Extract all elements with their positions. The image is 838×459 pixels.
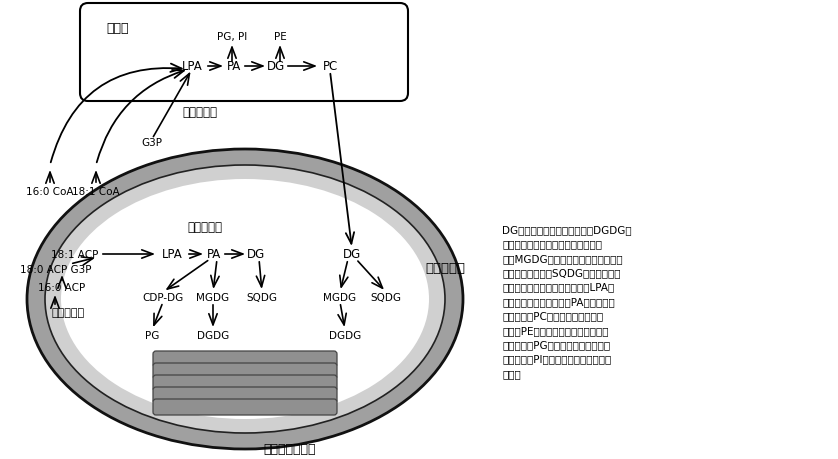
FancyBboxPatch shape xyxy=(153,375,337,391)
Ellipse shape xyxy=(45,166,445,433)
Text: 脂肪酸合成: 脂肪酸合成 xyxy=(51,308,85,317)
Ellipse shape xyxy=(27,150,463,449)
Text: DGDG: DGDG xyxy=(328,330,361,340)
Text: CDP-DG: CDP-DG xyxy=(142,292,184,302)
Text: 真核型経路: 真核型経路 xyxy=(183,105,218,118)
Text: PG: PG xyxy=(145,330,159,340)
Text: DGDG: DGDG xyxy=(197,330,229,340)
Text: LPA: LPA xyxy=(162,248,183,261)
Text: DG: DG xyxy=(266,61,285,73)
FancyBboxPatch shape xyxy=(153,351,337,367)
Text: 原核型経路: 原核型経路 xyxy=(188,221,223,234)
Text: MGDG: MGDG xyxy=(323,292,356,302)
FancyBboxPatch shape xyxy=(153,387,337,403)
Text: G3P: G3P xyxy=(142,138,163,148)
Text: 小胞体: 小胞体 xyxy=(106,22,129,34)
Text: LPA: LPA xyxy=(182,61,202,73)
Text: PA: PA xyxy=(207,248,221,261)
Text: 16:0 CoA: 16:0 CoA xyxy=(26,187,74,196)
Text: DG：ジアシルグリセロール，DGDG：
ジガラクトシルジアシルグリセロー
ル，MGDG：モノガラクトシルジアシ
ルグリセロール，SQDG：スルホキノ
ボシルジア: DG：ジアシルグリセロール，DGDG： ジガラクトシルジアシルグリセロー ル，M… xyxy=(502,224,632,378)
Text: 18:1 CoA: 18:1 CoA xyxy=(72,187,120,196)
Text: MGDG: MGDG xyxy=(196,292,230,302)
Text: SQDG: SQDG xyxy=(370,292,401,302)
Text: 18:0 ACP G3P: 18:0 ACP G3P xyxy=(19,264,91,274)
Text: PG, PI: PG, PI xyxy=(217,32,247,42)
Text: 16:0 ACP: 16:0 ACP xyxy=(38,282,85,292)
Text: プラスチド: プラスチド xyxy=(425,261,465,274)
Text: PE: PE xyxy=(274,32,287,42)
Text: DG: DG xyxy=(343,248,361,261)
Ellipse shape xyxy=(61,179,429,419)
Text: 18:1 ACP: 18:1 ACP xyxy=(50,249,98,259)
Text: 膜脂質の生合成: 膜脂質の生合成 xyxy=(264,442,316,455)
FancyBboxPatch shape xyxy=(153,363,337,379)
FancyBboxPatch shape xyxy=(153,399,337,415)
Text: PA: PA xyxy=(227,61,241,73)
Text: PC: PC xyxy=(323,61,338,73)
Text: SQDG: SQDG xyxy=(246,292,277,302)
FancyBboxPatch shape xyxy=(80,4,408,102)
Text: DG: DG xyxy=(247,248,265,261)
